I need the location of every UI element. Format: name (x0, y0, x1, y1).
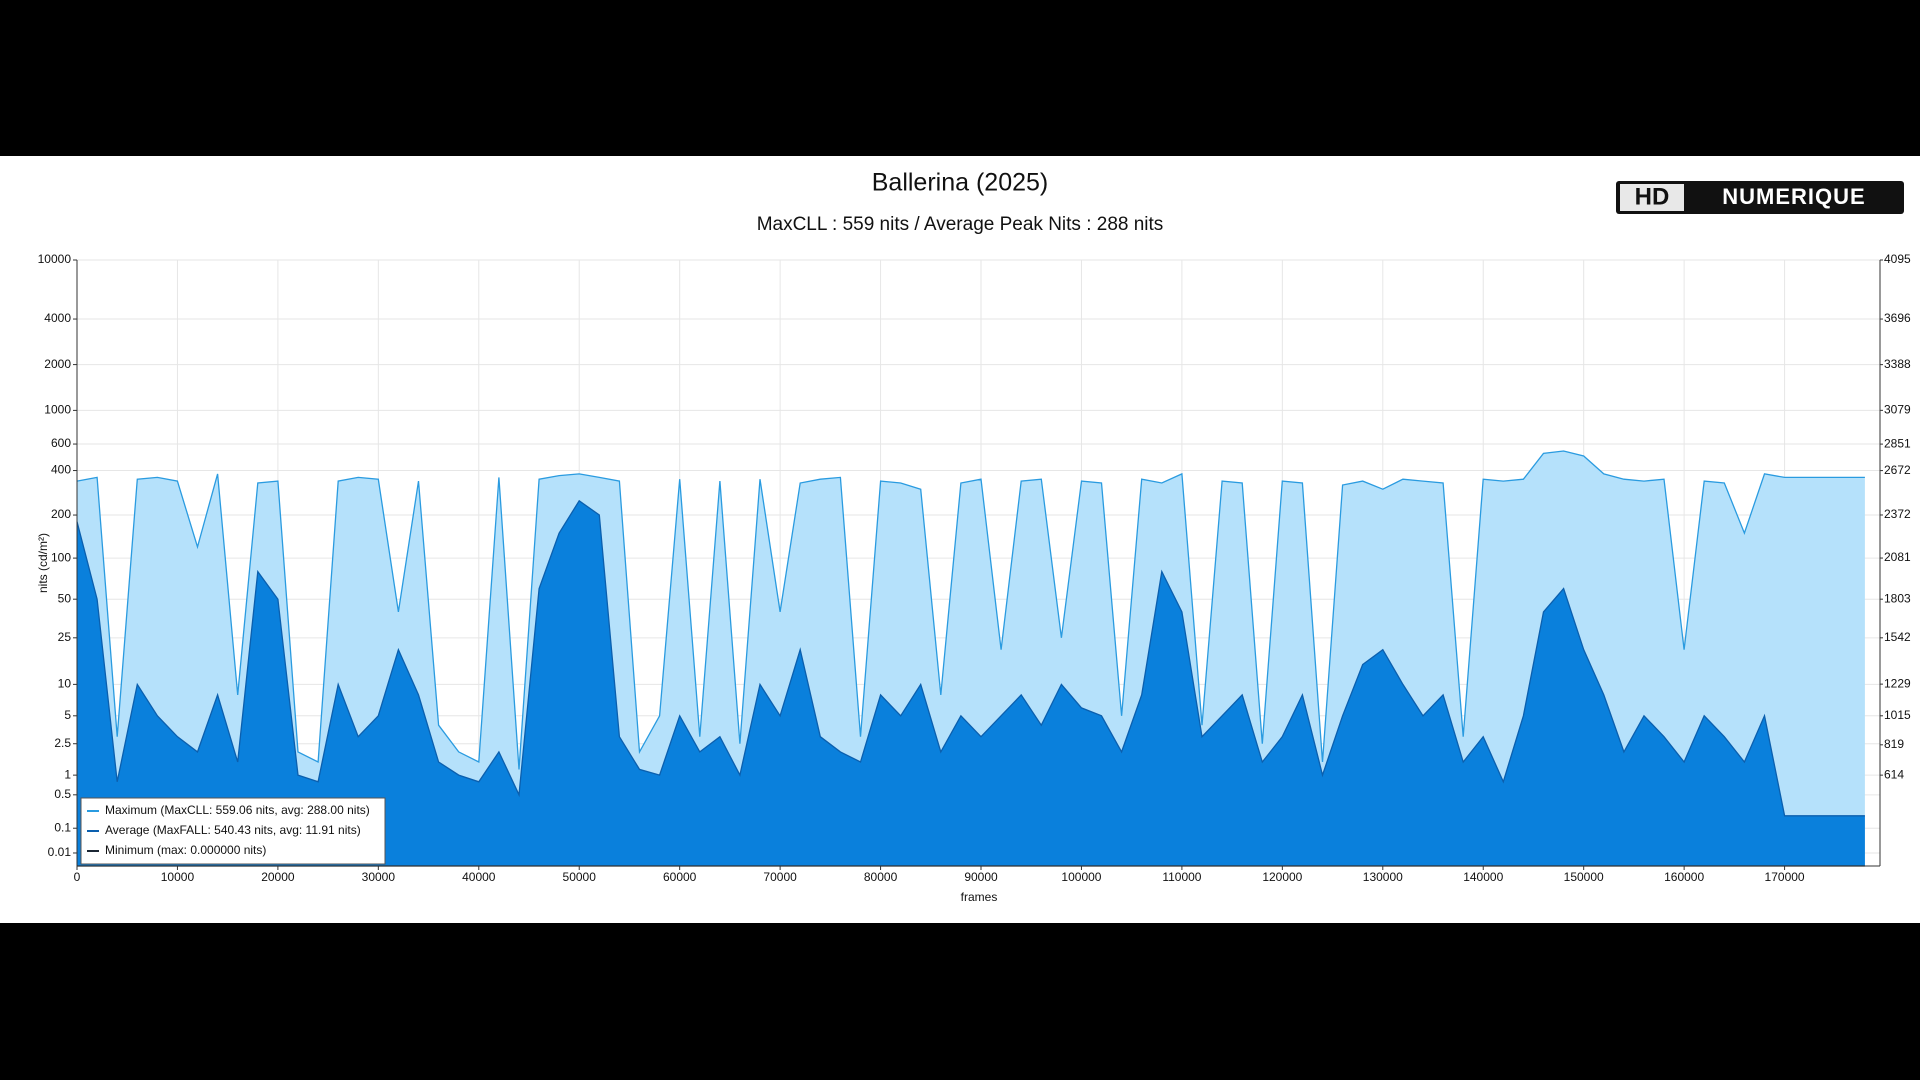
y-tick-label: 1000 (44, 403, 71, 417)
x-tick-label: 150000 (1564, 870, 1604, 884)
y2-tick-label: 1542 (1884, 630, 1911, 644)
y-tick-label: 50 (58, 591, 72, 605)
series-line (76, 499, 1865, 817)
x-tick-label: 90000 (964, 870, 998, 884)
chart-subtitle: MaxCLL : 559 nits / Average Peak Nits : … (757, 214, 1164, 235)
x-tick-label: 30000 (362, 870, 396, 884)
series-line (76, 450, 1865, 770)
y-axis-label: nits (cd/m²) (36, 533, 50, 593)
y-tick-label: 2.5 (54, 736, 71, 750)
y-tick-label: 10000 (38, 252, 72, 266)
x-tick-label: 110000 (1162, 870, 1201, 884)
y-tick-label: 400 (51, 463, 71, 477)
logo: HD NUMERIQUE (1616, 181, 1904, 214)
y-tick-label: 10 (58, 677, 72, 691)
y-tick-label: 4000 (44, 311, 71, 325)
logo-hd-box (1620, 184, 1684, 211)
y2-tick-label: 819 (1884, 737, 1904, 751)
logo-background (1616, 181, 1904, 214)
x-tick-label: 60000 (663, 870, 697, 884)
legend: Maximum (MaxCLL: 559.06 nits, avg: 288.0… (80, 797, 386, 865)
chart-title: Ballerina (2025) (872, 169, 1049, 197)
x-tick-label: 70000 (763, 870, 797, 884)
logo-text: NUMERIQUE (1722, 184, 1865, 209)
x-tick-label: 20000 (261, 870, 295, 884)
y2-tick-label: 1015 (1884, 708, 1911, 722)
legend-label: Maximum (MaxCLL: 559.06 nits, avg: 288.0… (105, 803, 370, 817)
y-tick-label: 2000 (44, 357, 71, 371)
y2-tick-label: 614 (1884, 767, 1904, 781)
y-tick-label: 200 (51, 507, 71, 521)
x-tick-label: 40000 (462, 870, 496, 884)
y-tick-label: 600 (51, 436, 71, 450)
logo-hd: HD (1635, 183, 1670, 210)
y-tick-label: 1 (64, 767, 71, 781)
x-tick-label: 160000 (1664, 870, 1704, 884)
y-tick-label: 0.01 (48, 845, 72, 859)
x-tick-label: 80000 (864, 870, 898, 884)
x-tick-label: 170000 (1765, 870, 1805, 884)
y-tick-label: 25 (58, 630, 72, 644)
y2-tick-label: 2081 (1884, 550, 1911, 564)
y2-tick-label: 3388 (1884, 357, 1911, 371)
y2-tick-label: 3079 (1884, 403, 1911, 417)
legend-box (80, 797, 386, 865)
y2-tick-label: 4095 (1884, 252, 1911, 266)
x-axis-label: frames (961, 890, 998, 904)
y-tick-label: 5 (64, 708, 71, 722)
x-tick-label: 120000 (1262, 870, 1302, 884)
legend-label: Average (MaxFALL: 540.43 nits, avg: 11.9… (105, 823, 361, 837)
legend-label: Minimum (max: 0.000000 nits) (105, 843, 266, 857)
series-area (77, 500, 1865, 866)
x-tick-label: 130000 (1363, 870, 1403, 884)
x-tick-label: 10000 (161, 870, 195, 884)
x-tick-label: 0 (74, 870, 81, 884)
y-tick-label: 0.1 (54, 820, 71, 834)
y2-tick-label: 1229 (1884, 676, 1911, 690)
y-tick-label: 100 (51, 550, 71, 564)
y2-tick-label: 2851 (1884, 436, 1911, 450)
y-tick-label: 0.5 (54, 787, 71, 801)
y2-tick-label: 2372 (1884, 507, 1911, 521)
y2-tick-label: 1803 (1884, 591, 1911, 605)
x-tick-label: 140000 (1463, 870, 1503, 884)
y2-tick-label: 3696 (1884, 311, 1911, 325)
x-tick-label: 50000 (563, 870, 597, 884)
x-tick-label: 100000 (1061, 870, 1101, 884)
y2-tick-label: 2672 (1884, 463, 1911, 477)
